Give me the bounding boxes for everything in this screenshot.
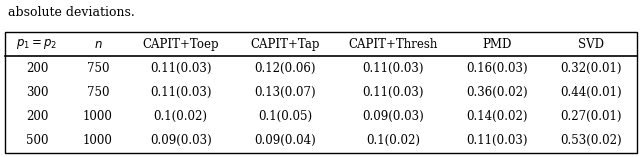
Text: 0.09(0.04): 0.09(0.04) — [254, 134, 316, 147]
Text: $n$: $n$ — [93, 38, 102, 51]
Text: 0.12(0.06): 0.12(0.06) — [254, 62, 316, 75]
Text: 0.53(0.02): 0.53(0.02) — [560, 134, 621, 147]
Text: 0.11(0.03): 0.11(0.03) — [362, 62, 424, 75]
Text: 0.11(0.03): 0.11(0.03) — [362, 86, 424, 99]
Text: SVD: SVD — [577, 38, 604, 51]
Text: CAPIT+Tap: CAPIT+Tap — [250, 38, 320, 51]
Text: 0.44(0.01): 0.44(0.01) — [560, 86, 621, 99]
Text: 0.13(0.07): 0.13(0.07) — [254, 86, 316, 99]
Text: 0.16(0.03): 0.16(0.03) — [467, 62, 528, 75]
Text: 0.27(0.01): 0.27(0.01) — [560, 110, 621, 123]
Text: 0.1(0.05): 0.1(0.05) — [258, 110, 312, 123]
Text: PMD: PMD — [483, 38, 512, 51]
Text: 750: 750 — [87, 62, 109, 75]
Text: 750: 750 — [87, 86, 109, 99]
Text: 0.11(0.03): 0.11(0.03) — [150, 62, 211, 75]
Text: 0.32(0.01): 0.32(0.01) — [560, 62, 621, 75]
Text: CAPIT+Thresh: CAPIT+Thresh — [348, 38, 438, 51]
Text: 300: 300 — [26, 86, 48, 99]
Text: 0.1(0.02): 0.1(0.02) — [154, 110, 208, 123]
Text: 500: 500 — [26, 134, 48, 147]
Text: 200: 200 — [26, 110, 48, 123]
Text: 1000: 1000 — [83, 134, 113, 147]
Text: 0.1(0.02): 0.1(0.02) — [366, 134, 420, 147]
Text: $p_1 = p_2$: $p_1 = p_2$ — [16, 37, 58, 51]
Text: absolute deviations.: absolute deviations. — [8, 6, 134, 19]
Text: CAPIT+Toep: CAPIT+Toep — [143, 38, 219, 51]
Text: 0.09(0.03): 0.09(0.03) — [362, 110, 424, 123]
Text: 0.11(0.03): 0.11(0.03) — [467, 134, 528, 147]
Text: 0.11(0.03): 0.11(0.03) — [150, 86, 211, 99]
Text: 1000: 1000 — [83, 110, 113, 123]
Text: 0.36(0.02): 0.36(0.02) — [467, 86, 528, 99]
Text: 200: 200 — [26, 62, 48, 75]
Text: 0.09(0.03): 0.09(0.03) — [150, 134, 212, 147]
Text: 0.14(0.02): 0.14(0.02) — [467, 110, 528, 123]
